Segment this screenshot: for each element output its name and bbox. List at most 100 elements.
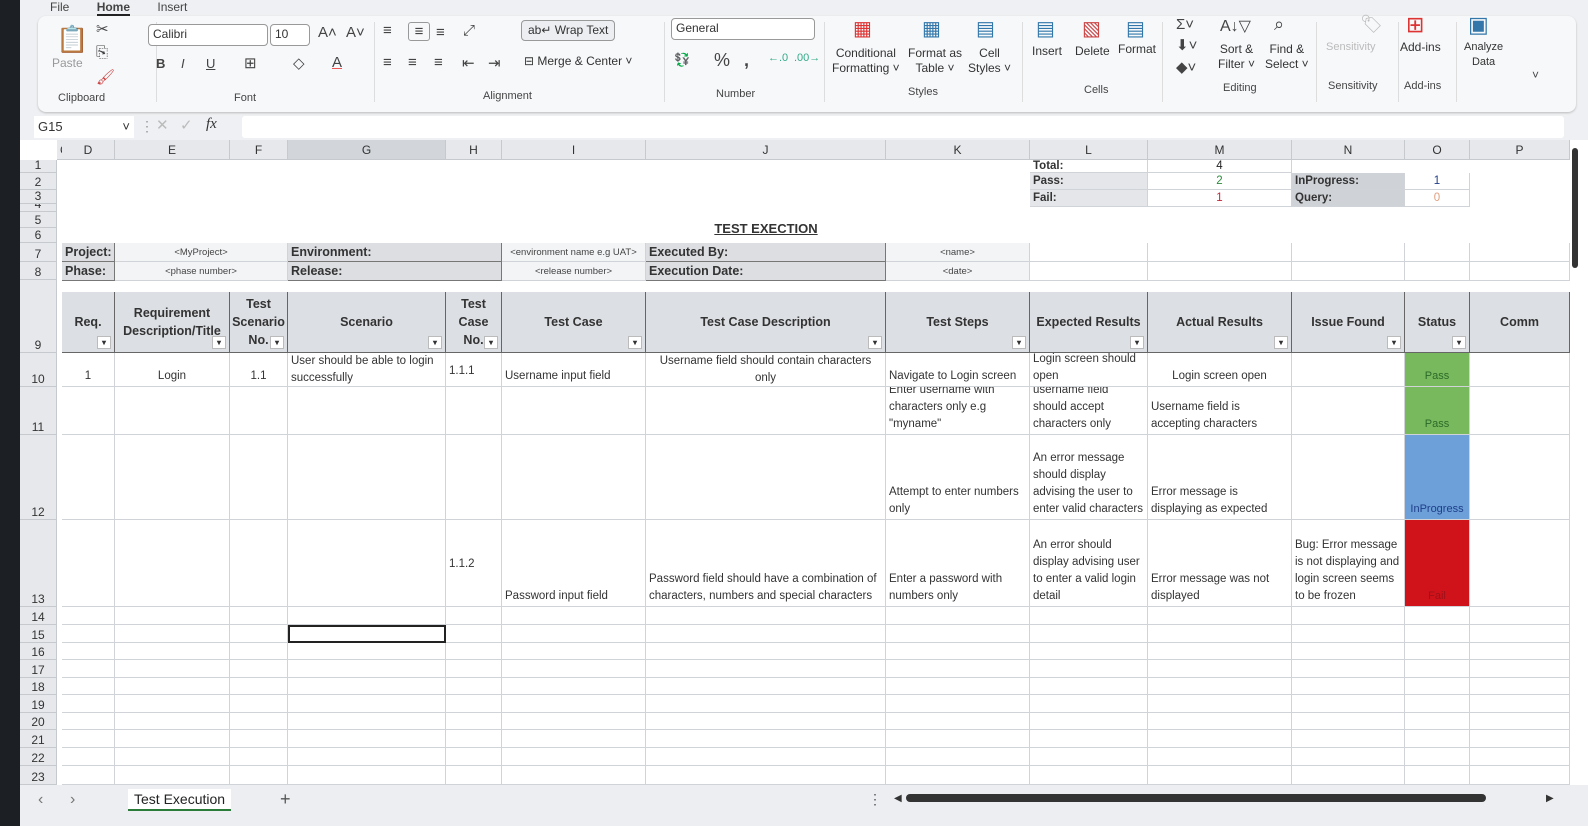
align-center-icon[interactable]: ≡ xyxy=(408,54,417,71)
increase-decimal-icon[interactable]: ←.0 xyxy=(768,52,789,64)
cell[interactable] xyxy=(1030,607,1148,625)
cell[interactable] xyxy=(230,607,288,625)
align-bottom-icon[interactable]: ≡ xyxy=(436,24,445,41)
format-painter-icon[interactable]: 🖌 xyxy=(96,69,116,86)
paste-button[interactable]: Paste xyxy=(52,56,83,70)
test-row-steps-cell[interactable]: Enter username with characters only e.g … xyxy=(886,387,1030,435)
info-cell[interactable] xyxy=(1030,262,1148,281)
cell[interactable] xyxy=(1030,730,1148,748)
wrap-text-button[interactable]: ab↵ Wrap Text xyxy=(521,20,616,41)
cell[interactable] xyxy=(1470,730,1570,748)
test-row-scenario-cell[interactable] xyxy=(288,387,446,435)
test-row-comment-cell[interactable] xyxy=(1470,435,1570,520)
cell[interactable] xyxy=(288,660,446,678)
underline-icon[interactable]: U xyxy=(206,56,216,71)
test-row-case_no-cell[interactable] xyxy=(446,435,502,520)
italic-icon[interactable]: I xyxy=(181,56,185,71)
column-header-I[interactable]: I xyxy=(502,140,646,160)
cell[interactable] xyxy=(230,695,288,713)
cell[interactable] xyxy=(1292,748,1405,766)
column-header-G[interactable]: G xyxy=(288,140,446,160)
cell[interactable] xyxy=(288,748,446,766)
vertical-scrollbar[interactable] xyxy=(1572,148,1578,268)
cell[interactable] xyxy=(646,625,886,643)
cell[interactable] xyxy=(62,607,115,625)
cell[interactable] xyxy=(886,748,1030,766)
cell[interactable] xyxy=(1148,748,1292,766)
cell[interactable] xyxy=(1405,766,1470,785)
filter-dropdown-icon[interactable]: ▾ xyxy=(1274,336,1288,349)
cell[interactable] xyxy=(1292,713,1405,730)
column-header-N[interactable]: N xyxy=(1292,140,1405,160)
cell[interactable] xyxy=(62,678,115,695)
addins-button[interactable]: Add-ins xyxy=(1400,40,1441,54)
row-header-16[interactable]: 16 xyxy=(20,643,57,660)
cell[interactable] xyxy=(62,766,115,785)
column-header-K[interactable]: K xyxy=(886,140,1030,160)
cell[interactable] xyxy=(502,643,646,660)
format-as-table-button[interactable]: Format as Table ˅ xyxy=(908,46,963,75)
column-header-J[interactable]: J xyxy=(646,140,886,160)
cell[interactable] xyxy=(115,678,230,695)
test-row-case_no-cell[interactable]: 1.1.1 xyxy=(446,353,502,387)
cell[interactable] xyxy=(1148,730,1292,748)
test-row-issue-cell[interactable]: Bug: Error message is not displaying and… xyxy=(1292,520,1405,607)
column-header-E[interactable]: E xyxy=(115,140,230,160)
prev-sheet-icon[interactable]: ‹ xyxy=(38,791,44,808)
enter-icon[interactable]: ✓ xyxy=(180,117,193,134)
test-row-steps-cell[interactable]: Enter a password with numbers only xyxy=(886,520,1030,607)
test-row-case-cell[interactable] xyxy=(502,435,646,520)
cell[interactable] xyxy=(230,748,288,766)
test-row-expected-cell[interactable]: Login screen should open xyxy=(1030,353,1148,387)
filter-dropdown-icon[interactable]: ▾ xyxy=(97,336,111,349)
autosum-icon[interactable]: Σ˅ xyxy=(1176,16,1195,33)
row-header-23[interactable]: 23 xyxy=(20,766,57,785)
test-row-scenario-cell[interactable] xyxy=(288,435,446,520)
info-cell[interactable] xyxy=(1405,262,1470,281)
conditional-formatting-button[interactable]: Conditional Formatting ˅ xyxy=(832,46,900,75)
comma-icon[interactable]: , xyxy=(744,50,750,70)
cell[interactable] xyxy=(1470,748,1570,766)
cell[interactable] xyxy=(288,713,446,730)
test-row-scen_no-cell[interactable] xyxy=(230,387,288,435)
test-row-status-cell[interactable]: Fail xyxy=(1405,520,1470,607)
cell[interactable] xyxy=(886,695,1030,713)
insert-function-button[interactable]: fx xyxy=(206,116,217,132)
cell[interactable] xyxy=(1030,625,1148,643)
cell[interactable] xyxy=(1405,607,1470,625)
cell[interactable] xyxy=(1030,748,1148,766)
cell[interactable] xyxy=(1405,713,1470,730)
cell[interactable] xyxy=(446,766,502,785)
add-sheet-icon[interactable]: + xyxy=(280,789,291,809)
test-row-title-cell[interactable] xyxy=(115,520,230,607)
cell[interactable] xyxy=(1148,625,1292,643)
cell[interactable] xyxy=(1292,695,1405,713)
row-header-18[interactable]: 18 xyxy=(20,678,57,695)
cell[interactable] xyxy=(886,713,1030,730)
copy-icon[interactable]: ⎘ xyxy=(96,44,109,61)
row-header-15[interactable]: 15 xyxy=(20,625,57,643)
row-header-7[interactable]: 7 xyxy=(20,243,57,262)
paste-icon[interactable]: 📋 xyxy=(56,24,89,54)
test-row-issue-cell[interactable] xyxy=(1292,435,1405,520)
filter-dropdown-icon[interactable]: ▾ xyxy=(1130,336,1144,349)
cell[interactable] xyxy=(886,643,1030,660)
cancel-icon[interactable]: ✕ xyxy=(156,117,169,134)
cell[interactable] xyxy=(1470,660,1570,678)
percent-icon[interactable]: % xyxy=(714,50,731,70)
cell[interactable] xyxy=(646,678,886,695)
cell[interactable] xyxy=(1405,730,1470,748)
info-cell[interactable] xyxy=(1030,243,1148,262)
cell[interactable] xyxy=(1292,643,1405,660)
row-header-22[interactable]: 22 xyxy=(20,748,57,766)
align-right-icon[interactable]: ≡ xyxy=(434,54,443,71)
row-header-9[interactable]: 9 xyxy=(20,280,57,353)
column-header-D[interactable]: D xyxy=(62,140,115,160)
find-select-button[interactable]: Find & Select ˅ xyxy=(1265,42,1309,71)
cell[interactable] xyxy=(1030,695,1148,713)
cell[interactable] xyxy=(1470,678,1570,695)
test-row-issue-cell[interactable] xyxy=(1292,353,1405,387)
cell[interactable] xyxy=(288,607,446,625)
cell[interactable] xyxy=(1030,660,1148,678)
cell[interactable] xyxy=(230,660,288,678)
